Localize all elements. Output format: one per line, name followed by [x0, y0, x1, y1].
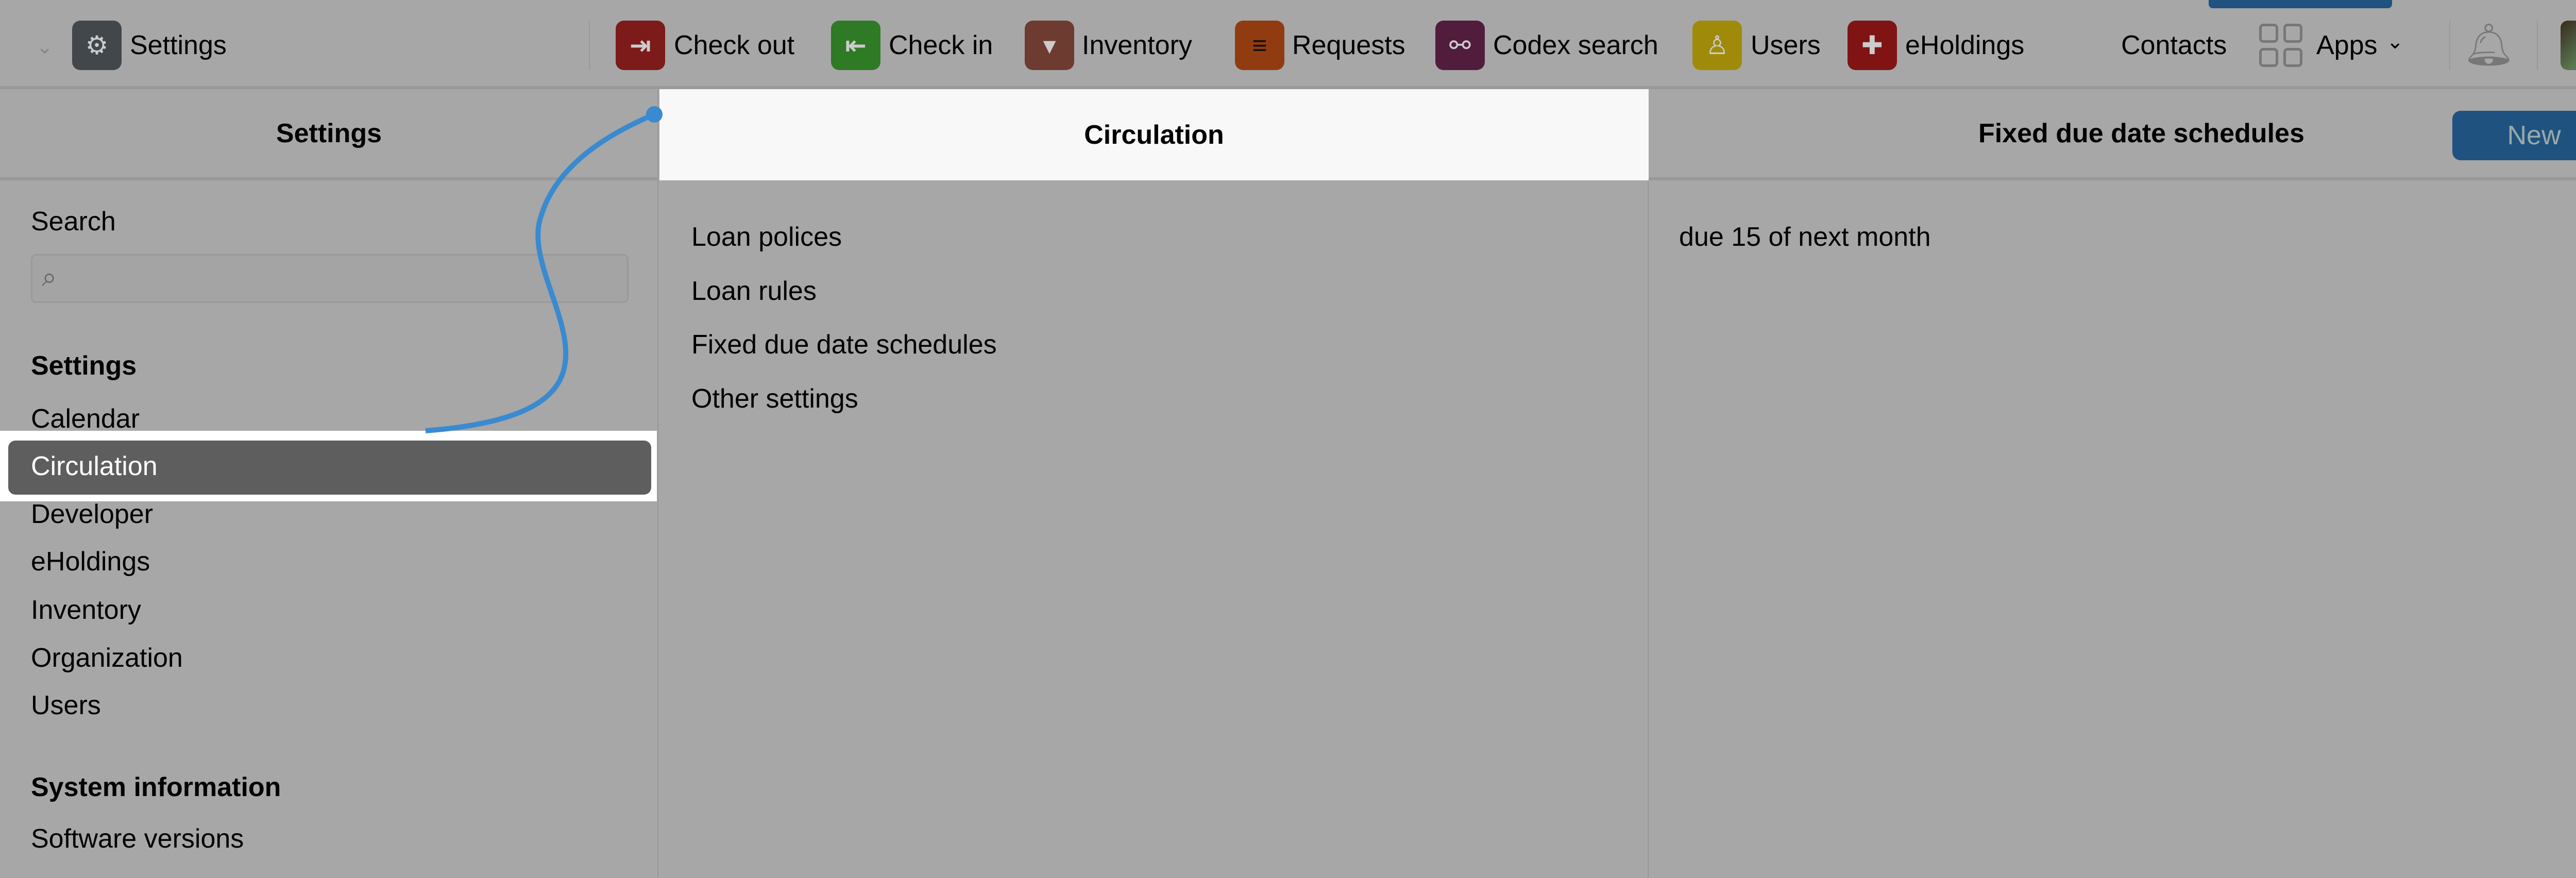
search-label: Search — [31, 207, 116, 237]
annotation-dot — [646, 106, 663, 123]
chevron-down-icon[interactable]: ⌄ — [36, 36, 54, 58]
app-link-codex-search[interactable]: Codex search — [1493, 30, 1658, 60]
search-icon: ⌕ — [42, 262, 57, 292]
section-heading-system-information: System information — [31, 772, 281, 802]
app-link-requests[interactable]: Requests — [1292, 30, 1405, 60]
schedules-pane-header: Fixed due date schedules — [1649, 89, 2576, 180]
top-navigation-bar: ⌄ ⚙ Settings ⇥ Check out ⇤ Check in ▾ In… — [0, 0, 2576, 89]
nav-item-inventory[interactable]: Inventory — [31, 595, 141, 625]
inventory-icon[interactable]: ▾ — [1025, 21, 1074, 70]
pane-title: Settings — [276, 118, 382, 148]
codex-search-icon[interactable]: ⚯ — [1435, 21, 1485, 70]
nav-item-developer[interactable]: Developer — [31, 499, 154, 529]
app-link-users[interactable]: Users — [1751, 30, 1821, 60]
avatar[interactable] — [2561, 21, 2576, 70]
nav-item-fixed-due-date-schedules[interactable]: Fixed due date schedules — [691, 330, 997, 360]
nav-item-circulation[interactable]: Circulation — [8, 441, 651, 495]
nav-item-software-versions[interactable]: Software versions — [31, 824, 244, 854]
annotation-curve — [425, 112, 655, 433]
schedule-item[interactable]: due 15 of next month — [1679, 222, 1931, 252]
settings-app-icon[interactable]: ⚙ — [72, 21, 122, 70]
nav-item-label: Circulation — [31, 451, 158, 481]
nav-item-eholdings[interactable]: eHoldings — [31, 547, 150, 577]
new-button[interactable]: New — [2452, 111, 2576, 160]
contacts-link[interactable]: Contacts — [2121, 30, 2227, 60]
users-icon[interactable]: ♙ — [1692, 21, 1742, 70]
pane-title: Fixed due date schedules — [1978, 118, 2304, 148]
nav-item-calendar[interactable]: Calendar — [31, 404, 140, 434]
nav-item-organization[interactable]: Organization — [31, 643, 183, 673]
section-heading-settings: Settings — [31, 351, 137, 381]
pane-title: Circulation — [1084, 120, 1224, 150]
check-out-icon[interactable]: ⇥ — [616, 21, 665, 70]
app-link-eholdings[interactable]: eHoldings — [1905, 30, 2025, 60]
chevron-down-icon[interactable]: ⌄ — [2386, 30, 2404, 53]
bell-icon[interactable]: 🔔︎ — [2463, 22, 2515, 67]
nav-item-loan-rules[interactable]: Loan rules — [691, 276, 817, 306]
app-link-inventory[interactable]: Inventory — [1082, 30, 1192, 60]
requests-icon[interactable]: ≡ — [1235, 21, 1284, 70]
eholdings-icon[interactable]: ✚ — [1848, 21, 1897, 70]
apps-grid-icon[interactable] — [2259, 24, 2302, 67]
search-input[interactable]: ⌕ — [31, 254, 629, 303]
settings-pane-header: Settings — [0, 89, 658, 180]
current-app-title: Settings — [130, 30, 227, 60]
app-link-check-in[interactable]: Check in — [889, 30, 993, 60]
apps-menu-button[interactable]: Apps — [2316, 30, 2378, 60]
circulation-pane-header: Circulation — [659, 89, 1649, 180]
nav-item-other-settings[interactable]: Other settings — [691, 384, 858, 414]
check-in-icon[interactable]: ⇤ — [831, 21, 880, 70]
nav-item-users[interactable]: Users — [31, 690, 101, 720]
tab-indicator — [2209, 0, 2392, 8]
app-link-check-out[interactable]: Check out — [674, 30, 795, 60]
nav-item-loan-policies[interactable]: Loan polices — [691, 222, 842, 252]
